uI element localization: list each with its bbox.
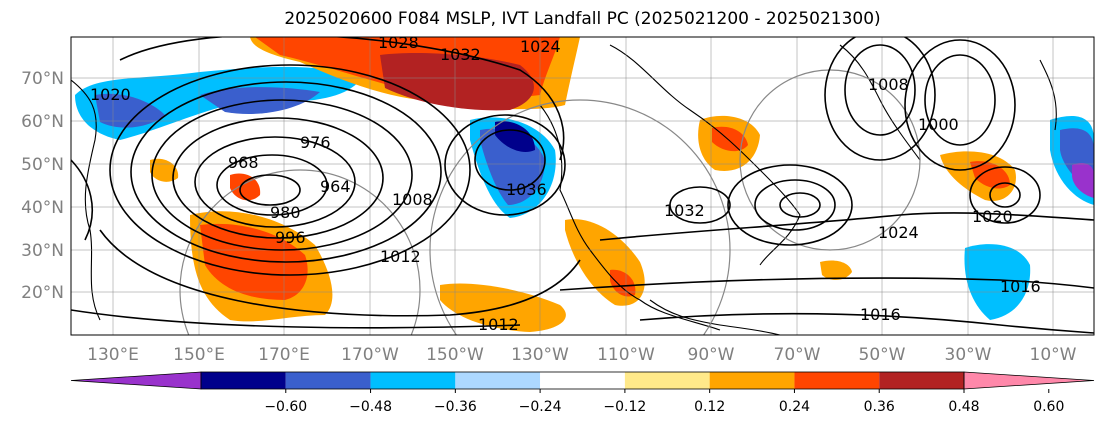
lat-label: 60°N: [21, 112, 64, 132]
isobar-label: 1020: [972, 207, 1013, 226]
colorbar-extension-low: [70, 371, 202, 390]
colorbar-tick-label: −0.48: [349, 399, 392, 415]
isobar-label: 1008: [392, 190, 433, 209]
colorbar-tick-label: −0.60: [264, 399, 307, 415]
colorbar-segment: [879, 372, 964, 389]
lat-label: 70°N: [21, 69, 64, 89]
isobars: [71, 37, 1094, 334]
lon-label: 130°W: [511, 345, 569, 365]
lat-label: 50°N: [21, 155, 64, 175]
colorbar-tick-label: −0.24: [519, 399, 562, 415]
lon-label: 170°E: [258, 345, 310, 365]
lon-label: 10°W: [1030, 345, 1077, 365]
colorbar-segment: [370, 372, 456, 389]
lon-label: 110°W: [597, 345, 655, 365]
colorbar: −0.60 −0.48 −0.36 −0.24 −0.12 0.12 0.24 0.36 0.4…: [70, 371, 1095, 415]
isobar-label: 976: [300, 133, 331, 152]
colorbar-segment: [794, 372, 880, 389]
lon-label: 70°W: [774, 345, 821, 365]
isobar-label: 1012: [380, 247, 421, 266]
lon-label: 150°E: [173, 345, 225, 365]
isobar-label: 980: [270, 203, 301, 222]
isobar-label: 1032: [664, 201, 705, 220]
colorbar-frame: [200, 371, 965, 390]
colorbar-tick-label: 0.48: [948, 399, 979, 415]
lon-label: 130°E: [87, 345, 139, 365]
colorbar-segment: [285, 372, 371, 389]
colorbar-tick-label: 0.12: [694, 399, 725, 415]
map-panel: 1028 1032 1024 968 976 964 980 996 1008 …: [71, 33, 1094, 335]
colorbar-tick-label: −0.12: [603, 399, 646, 415]
lat-label: 20°N: [21, 283, 64, 303]
isobar-label: 1000: [918, 115, 959, 134]
isobar-label: 1036: [506, 180, 547, 199]
map-frame: [70, 36, 1095, 336]
colorbar-segment: [624, 372, 710, 389]
colorbar-segment: [455, 372, 541, 389]
isobar-label: 1032: [440, 45, 481, 64]
colorbar-tick-label: −0.36: [434, 399, 477, 415]
isobar-label: 1016: [1000, 277, 1041, 296]
colorbar-segment: [709, 372, 795, 389]
isobar-labels: 1028 1032 1024 968 976 964 980 996 1008 …: [90, 33, 1041, 334]
isobar-label: 1020: [90, 85, 131, 104]
lon-label: 150°W: [426, 345, 484, 365]
isobar-label: 1016: [860, 305, 901, 324]
isobar-label: 1024: [878, 223, 919, 242]
isobar-label: 996: [275, 228, 306, 247]
isobar-label: 968: [228, 153, 259, 172]
lon-label: 50°W: [859, 345, 906, 365]
longitude-labels: 130°E 150°E 170°E 170°W 150°W 130°W 110°…: [87, 345, 1077, 365]
lon-label: 170°W: [341, 345, 399, 365]
lon-label: 90°W: [688, 345, 735, 365]
lat-label: 40°N: [21, 198, 64, 218]
colorbar-segment: [540, 372, 625, 389]
colorbar-tick-label: 0.36: [864, 399, 895, 415]
colorbar-extension-high: [963, 371, 1095, 390]
lon-label: 30°W: [945, 345, 992, 365]
colorbar-tick-label: 0.24: [779, 399, 810, 415]
isobar-label: 1024: [520, 37, 561, 56]
colorbar-segment: [201, 372, 286, 389]
isobar-label: 1012: [478, 315, 519, 334]
lat-label: 30°N: [21, 241, 64, 261]
isobar-label: 1028: [378, 33, 419, 52]
isobar-label: 964: [320, 177, 351, 196]
latitude-labels: 70°N 60°N 50°N 40°N 30°N 20°N: [21, 69, 64, 303]
chart-title: 2025020600 F084 MSLP, IVT Landfall PC (2…: [284, 9, 881, 29]
colorbar-tick-label: 0.60: [1033, 399, 1064, 415]
ivt-negative-fill: [75, 66, 1094, 320]
isobar-label: 1008: [868, 75, 909, 94]
graticule: [71, 37, 1094, 335]
